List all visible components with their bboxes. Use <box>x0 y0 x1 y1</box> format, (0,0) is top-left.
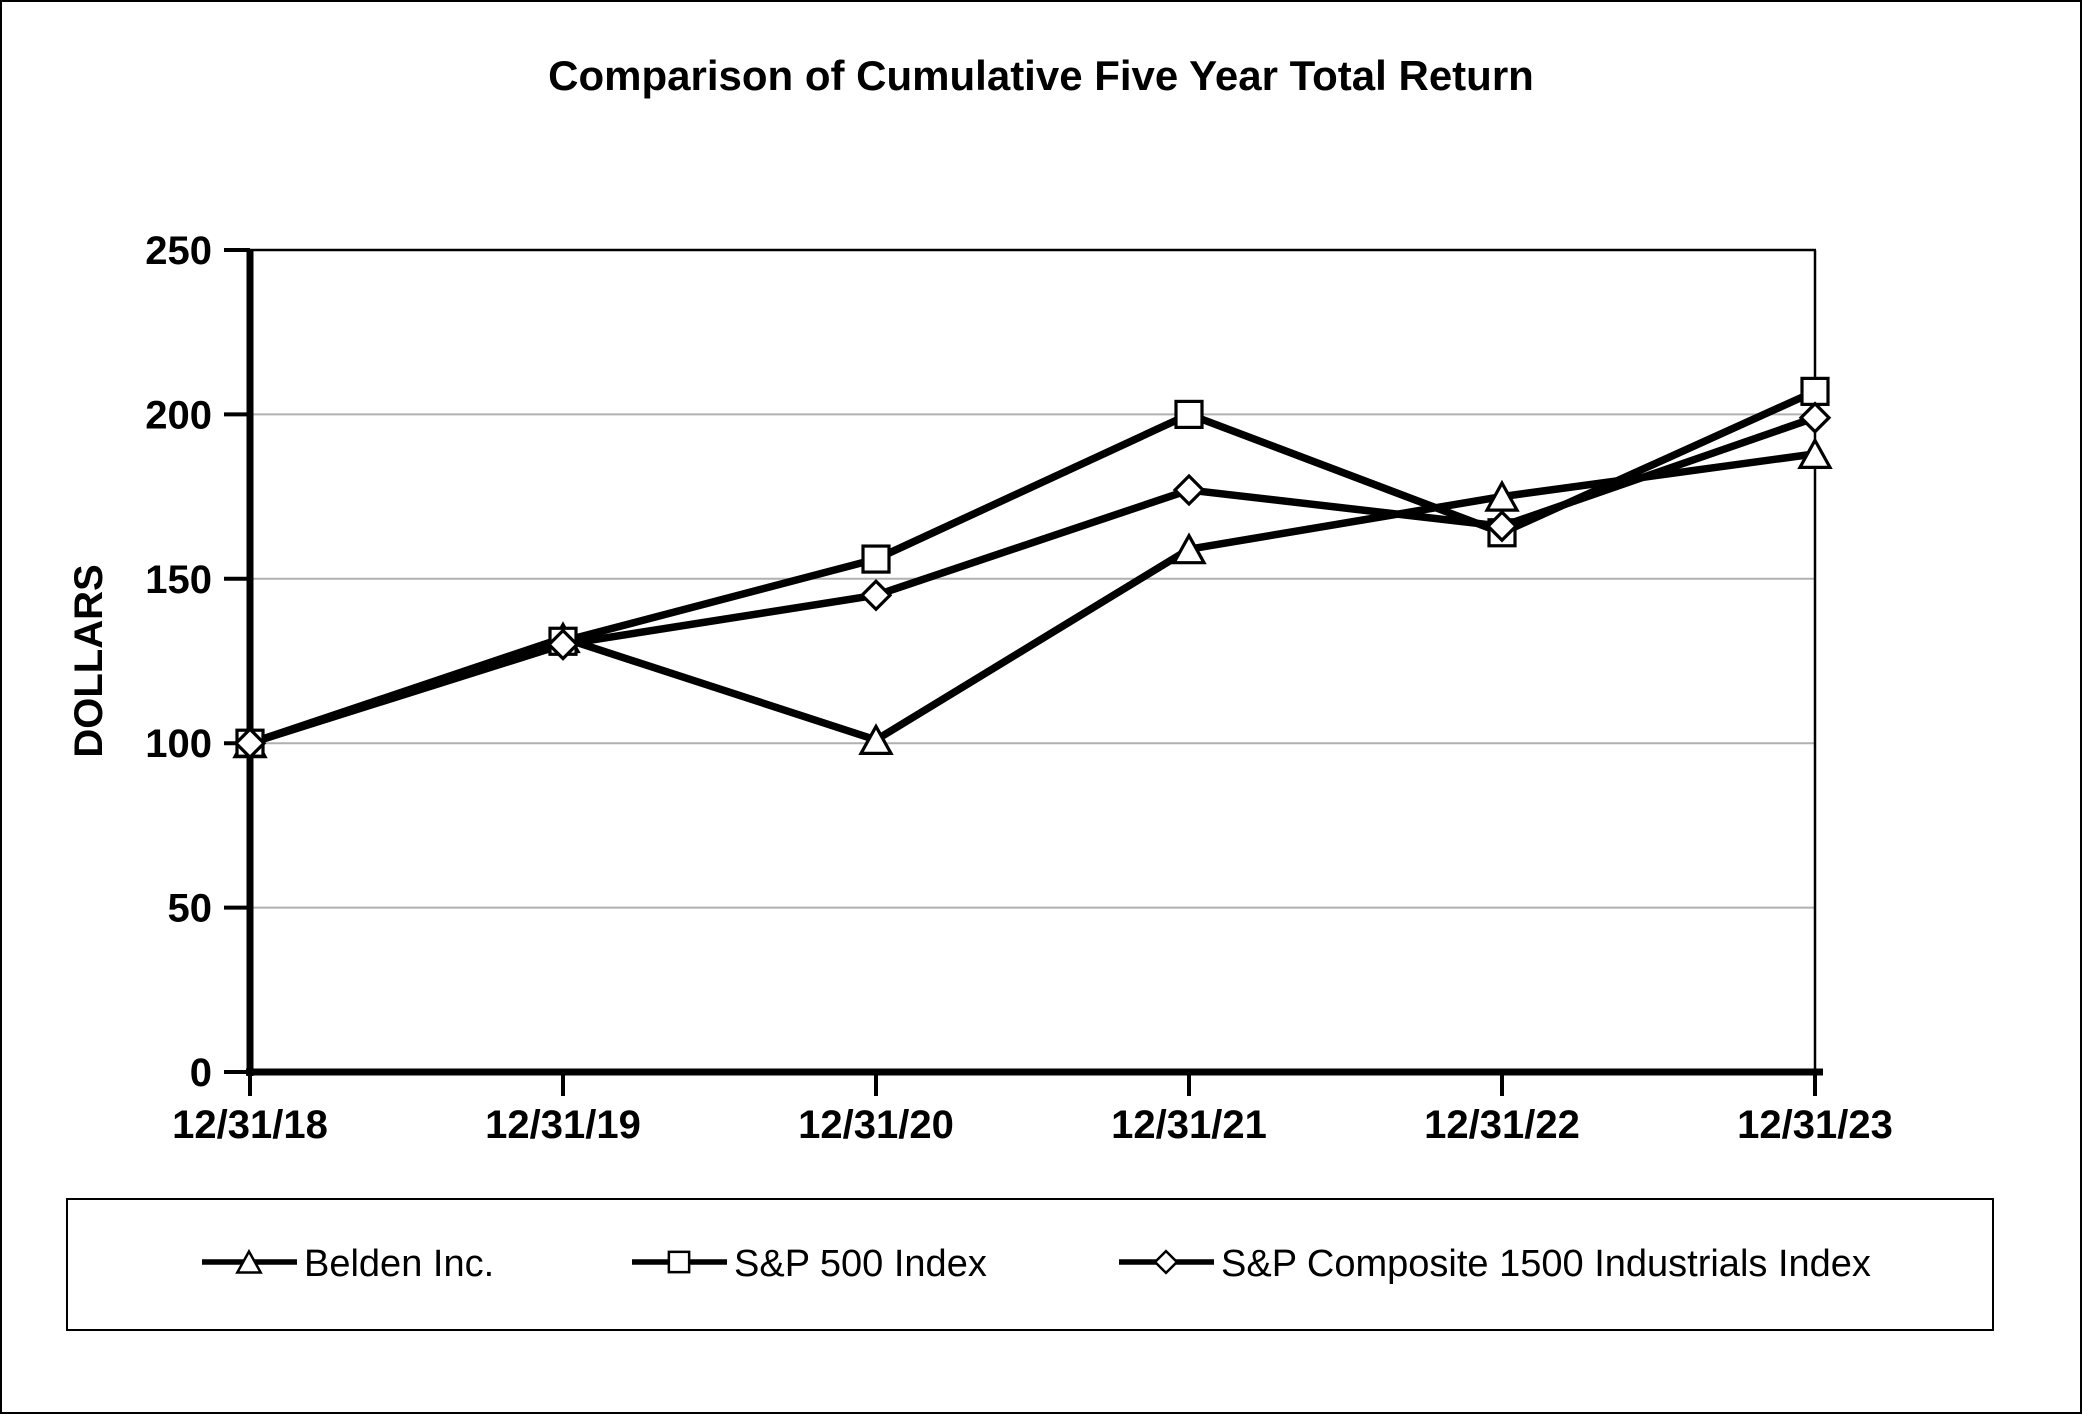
diamond-marker-icon <box>1153 1249 1179 1275</box>
y-tick-label: 200 <box>145 393 212 437</box>
square-marker-icon <box>667 1250 691 1274</box>
diamond-marker-icon <box>546 628 580 661</box>
series-line-s-p-500-index <box>248 387 1817 747</box>
square-marker-icon <box>1174 399 1204 429</box>
y-tick-label: 150 <box>145 558 212 602</box>
axis-labels: 0 50 100 150 200 250 12/31/18 12/31/19 12/31/20 1… <box>145 229 1893 1147</box>
series-markers-square <box>235 376 1830 758</box>
x-tick-label: 12/31/18 <box>172 1103 328 1147</box>
y-tick-label: 100 <box>145 722 212 766</box>
x-tick-label: 12/31/23 <box>1737 1103 1893 1147</box>
legend-label: Belden Inc. <box>304 1243 495 1285</box>
y-tick-label: 0 <box>190 1051 212 1095</box>
diamond-marker-icon <box>1119 1245 1214 1284</box>
triangle-marker-icon <box>858 723 894 756</box>
chart-title: Comparison of Cumulative Five Year Total… <box>548 52 1534 99</box>
x-tick-label: 12/31/19 <box>485 1103 641 1147</box>
triangle-marker-icon <box>202 1245 297 1284</box>
diamond-marker-icon <box>1798 401 1832 434</box>
triangle-marker-icon <box>1797 437 1833 469</box>
series-markers-diamond <box>233 401 1832 760</box>
x-tick-label: 12/31/22 <box>1424 1103 1580 1147</box>
legend-label: S&P 500 Index <box>734 1243 987 1285</box>
gridlines <box>250 413 1815 909</box>
legend-item-sp1500-industrials: S&P Composite 1500 Industrials Index <box>1119 1200 1871 1329</box>
axes <box>246 249 1823 1076</box>
square-marker-icon <box>861 544 891 574</box>
diamond-marker-icon <box>1172 473 1206 507</box>
legend: Belden Inc. S&P 500 Index S&P Composite … <box>66 1198 1994 1331</box>
y-tick-label: 250 <box>145 229 212 273</box>
series-line-s-p-composite-1500-industrials-index <box>248 414 1817 747</box>
legend-item-belden: Belden Inc. <box>202 1200 494 1329</box>
square-marker-icon <box>632 1245 727 1284</box>
legend-item-sp500: S&P 500 Index <box>632 1200 987 1329</box>
legend-label: S&P Composite 1500 Industrials Index <box>1221 1243 1871 1285</box>
y-tick-label: 50 <box>168 887 213 931</box>
diamond-marker-icon <box>859 578 893 612</box>
y-axis-title: DOLLARS <box>67 564 111 757</box>
x-tick-label: 12/31/21 <box>1111 1103 1267 1147</box>
diamond-marker-icon <box>1485 509 1519 543</box>
plot-frame <box>246 248 1817 1072</box>
triangle-marker-icon <box>1171 532 1207 565</box>
triangle-marker-icon <box>235 1248 263 1274</box>
diamond-marker-icon <box>233 726 267 760</box>
x-tick-label: 12/31/20 <box>798 1103 954 1147</box>
square-marker-icon <box>1800 376 1830 406</box>
